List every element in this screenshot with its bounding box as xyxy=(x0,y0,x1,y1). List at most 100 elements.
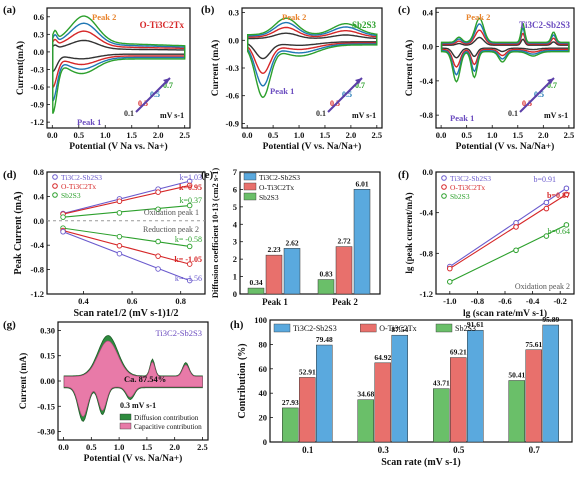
data-point xyxy=(563,222,570,228)
y-tick-label: 60 xyxy=(259,364,268,374)
fit-line xyxy=(62,184,190,215)
y-tick-label: 7 xyxy=(233,167,238,177)
y-tick-label: -0.6 xyxy=(226,91,239,101)
plot-frame xyxy=(269,319,573,443)
bar-value: 0.34 xyxy=(249,278,262,287)
legend-label: O-Ti3C2Tx xyxy=(379,324,417,333)
y-axis-label: Current (mA) xyxy=(404,40,415,97)
bar-value: 95.89 xyxy=(542,315,559,324)
y-tick-label: -0.8 xyxy=(420,110,433,120)
panel-letter: (f) xyxy=(398,169,409,181)
plot-frame xyxy=(46,171,206,295)
x-axis-label: Potential (V vs. Na/Na+) xyxy=(263,141,362,152)
x-tick-label: 1.0 xyxy=(114,442,125,452)
bar xyxy=(317,279,335,295)
x-tick-label: 1.5 xyxy=(512,130,523,140)
data-point xyxy=(186,243,193,250)
scan-label-0.3: 0.3 xyxy=(522,99,532,108)
data-point xyxy=(155,189,161,195)
plot-frame xyxy=(46,7,191,129)
bar-value: 91.61 xyxy=(467,320,484,329)
legend-swatch xyxy=(243,172,257,181)
data-point xyxy=(186,277,193,284)
bar xyxy=(357,399,374,443)
x-tick-label: 0.0 xyxy=(58,442,69,452)
x-tick-label: 0.6 xyxy=(127,296,138,306)
bar-value: 34.68 xyxy=(357,390,374,399)
y-tick-label: 0 xyxy=(263,437,267,447)
x-tick-label: 1.5 xyxy=(142,442,153,452)
y-tick-label: 80 xyxy=(259,339,268,349)
y-tick-label: 40 xyxy=(259,388,268,398)
bar xyxy=(265,254,283,295)
y-tick-label: -1.2 xyxy=(31,117,44,127)
legend-label: Sb2S3 xyxy=(450,192,470,201)
y-tick-label: 0.0 xyxy=(228,35,239,45)
legend-swatch xyxy=(243,192,257,201)
capacitive-area xyxy=(63,340,203,417)
panel-letter: (b) xyxy=(201,4,215,16)
b-value: b=0.64 xyxy=(547,227,570,236)
scan-label-0.5: 0.5 xyxy=(534,90,544,99)
y-tick-label: -0.9 xyxy=(31,100,44,110)
y-tick-label: 0 xyxy=(233,289,237,299)
x-tick-label: 2.0 xyxy=(346,130,357,140)
x-axis-label: Scan rate1/2 (mV s-1)1/2 xyxy=(73,308,178,319)
category-label: 0.3 xyxy=(378,445,390,455)
scan-rate-label: 0.3 mV s-1 xyxy=(120,401,156,410)
x-tick-label: 2.5 xyxy=(564,130,575,140)
bar xyxy=(467,329,484,443)
x-tick-label: 0.8 xyxy=(175,296,186,306)
category-label: 0.7 xyxy=(529,445,541,455)
chart-title: Ti3C2-Sb2S3 xyxy=(519,20,570,30)
bar xyxy=(542,324,559,443)
x-tick-label: -0.2 xyxy=(553,296,566,306)
bar xyxy=(282,407,299,443)
x-tick-label: 2.0 xyxy=(169,442,180,452)
y-tick-label: 0.00 xyxy=(40,376,55,386)
bar-value: 64.92 xyxy=(374,353,391,362)
k-value: k=0.37 xyxy=(179,196,202,205)
bar-value: 27.93 xyxy=(282,398,299,407)
x-axis-label: lg (scan rate/mV s-1) xyxy=(463,308,547,319)
x-tick-label: 2.0 xyxy=(538,130,549,140)
y-tick-label: 0.6 xyxy=(33,12,44,22)
legend-marker xyxy=(441,175,447,181)
scan-label-0.3: 0.3 xyxy=(138,99,148,108)
data-point xyxy=(543,233,550,239)
data-point xyxy=(186,182,193,189)
y-tick-label: 0.4 xyxy=(422,7,433,17)
category-label: 0.1 xyxy=(302,445,314,455)
data-point xyxy=(543,199,550,206)
y-tick-label: 2 xyxy=(233,254,237,264)
peak-2-label: Peak 2 xyxy=(282,12,306,22)
bar-value: 69.21 xyxy=(450,348,467,357)
data-point xyxy=(186,202,193,209)
y-tick-label: 3 xyxy=(233,237,237,247)
bar xyxy=(299,377,316,443)
cv-curve-0.7 xyxy=(247,17,378,99)
x-tick-label: 0.5 xyxy=(86,442,97,452)
bar-value: 75.61 xyxy=(525,340,542,349)
y-tick-label: -0.3 xyxy=(31,64,44,74)
chart-title: O-Ti3C2Tx xyxy=(140,20,185,30)
k-value: k= -1.56 xyxy=(175,274,202,283)
legend-label: Capacitive contribution xyxy=(134,423,202,431)
data-point xyxy=(60,214,66,220)
y-axis-label: Diffusion coefficient 10-13 (cm2 s-1) xyxy=(210,168,220,298)
legend-label: Ti3C2-Sb2S3 xyxy=(450,174,491,183)
data-point xyxy=(186,261,193,267)
x-tick-label: 2.5 xyxy=(197,442,208,452)
y-tick-label: 0.0 xyxy=(422,167,433,177)
fit-line xyxy=(62,231,190,282)
arrow-head xyxy=(163,78,170,84)
data-point xyxy=(116,250,123,257)
legend-swatch xyxy=(243,182,257,191)
bar xyxy=(283,248,301,295)
bar xyxy=(450,357,467,443)
y-tick-label: 0.0 xyxy=(33,47,44,57)
legend-swatch xyxy=(273,323,291,333)
x-tick-label: 2.5 xyxy=(179,130,190,140)
y-tick-label: -0.4 xyxy=(420,76,434,86)
data-point xyxy=(116,233,123,240)
